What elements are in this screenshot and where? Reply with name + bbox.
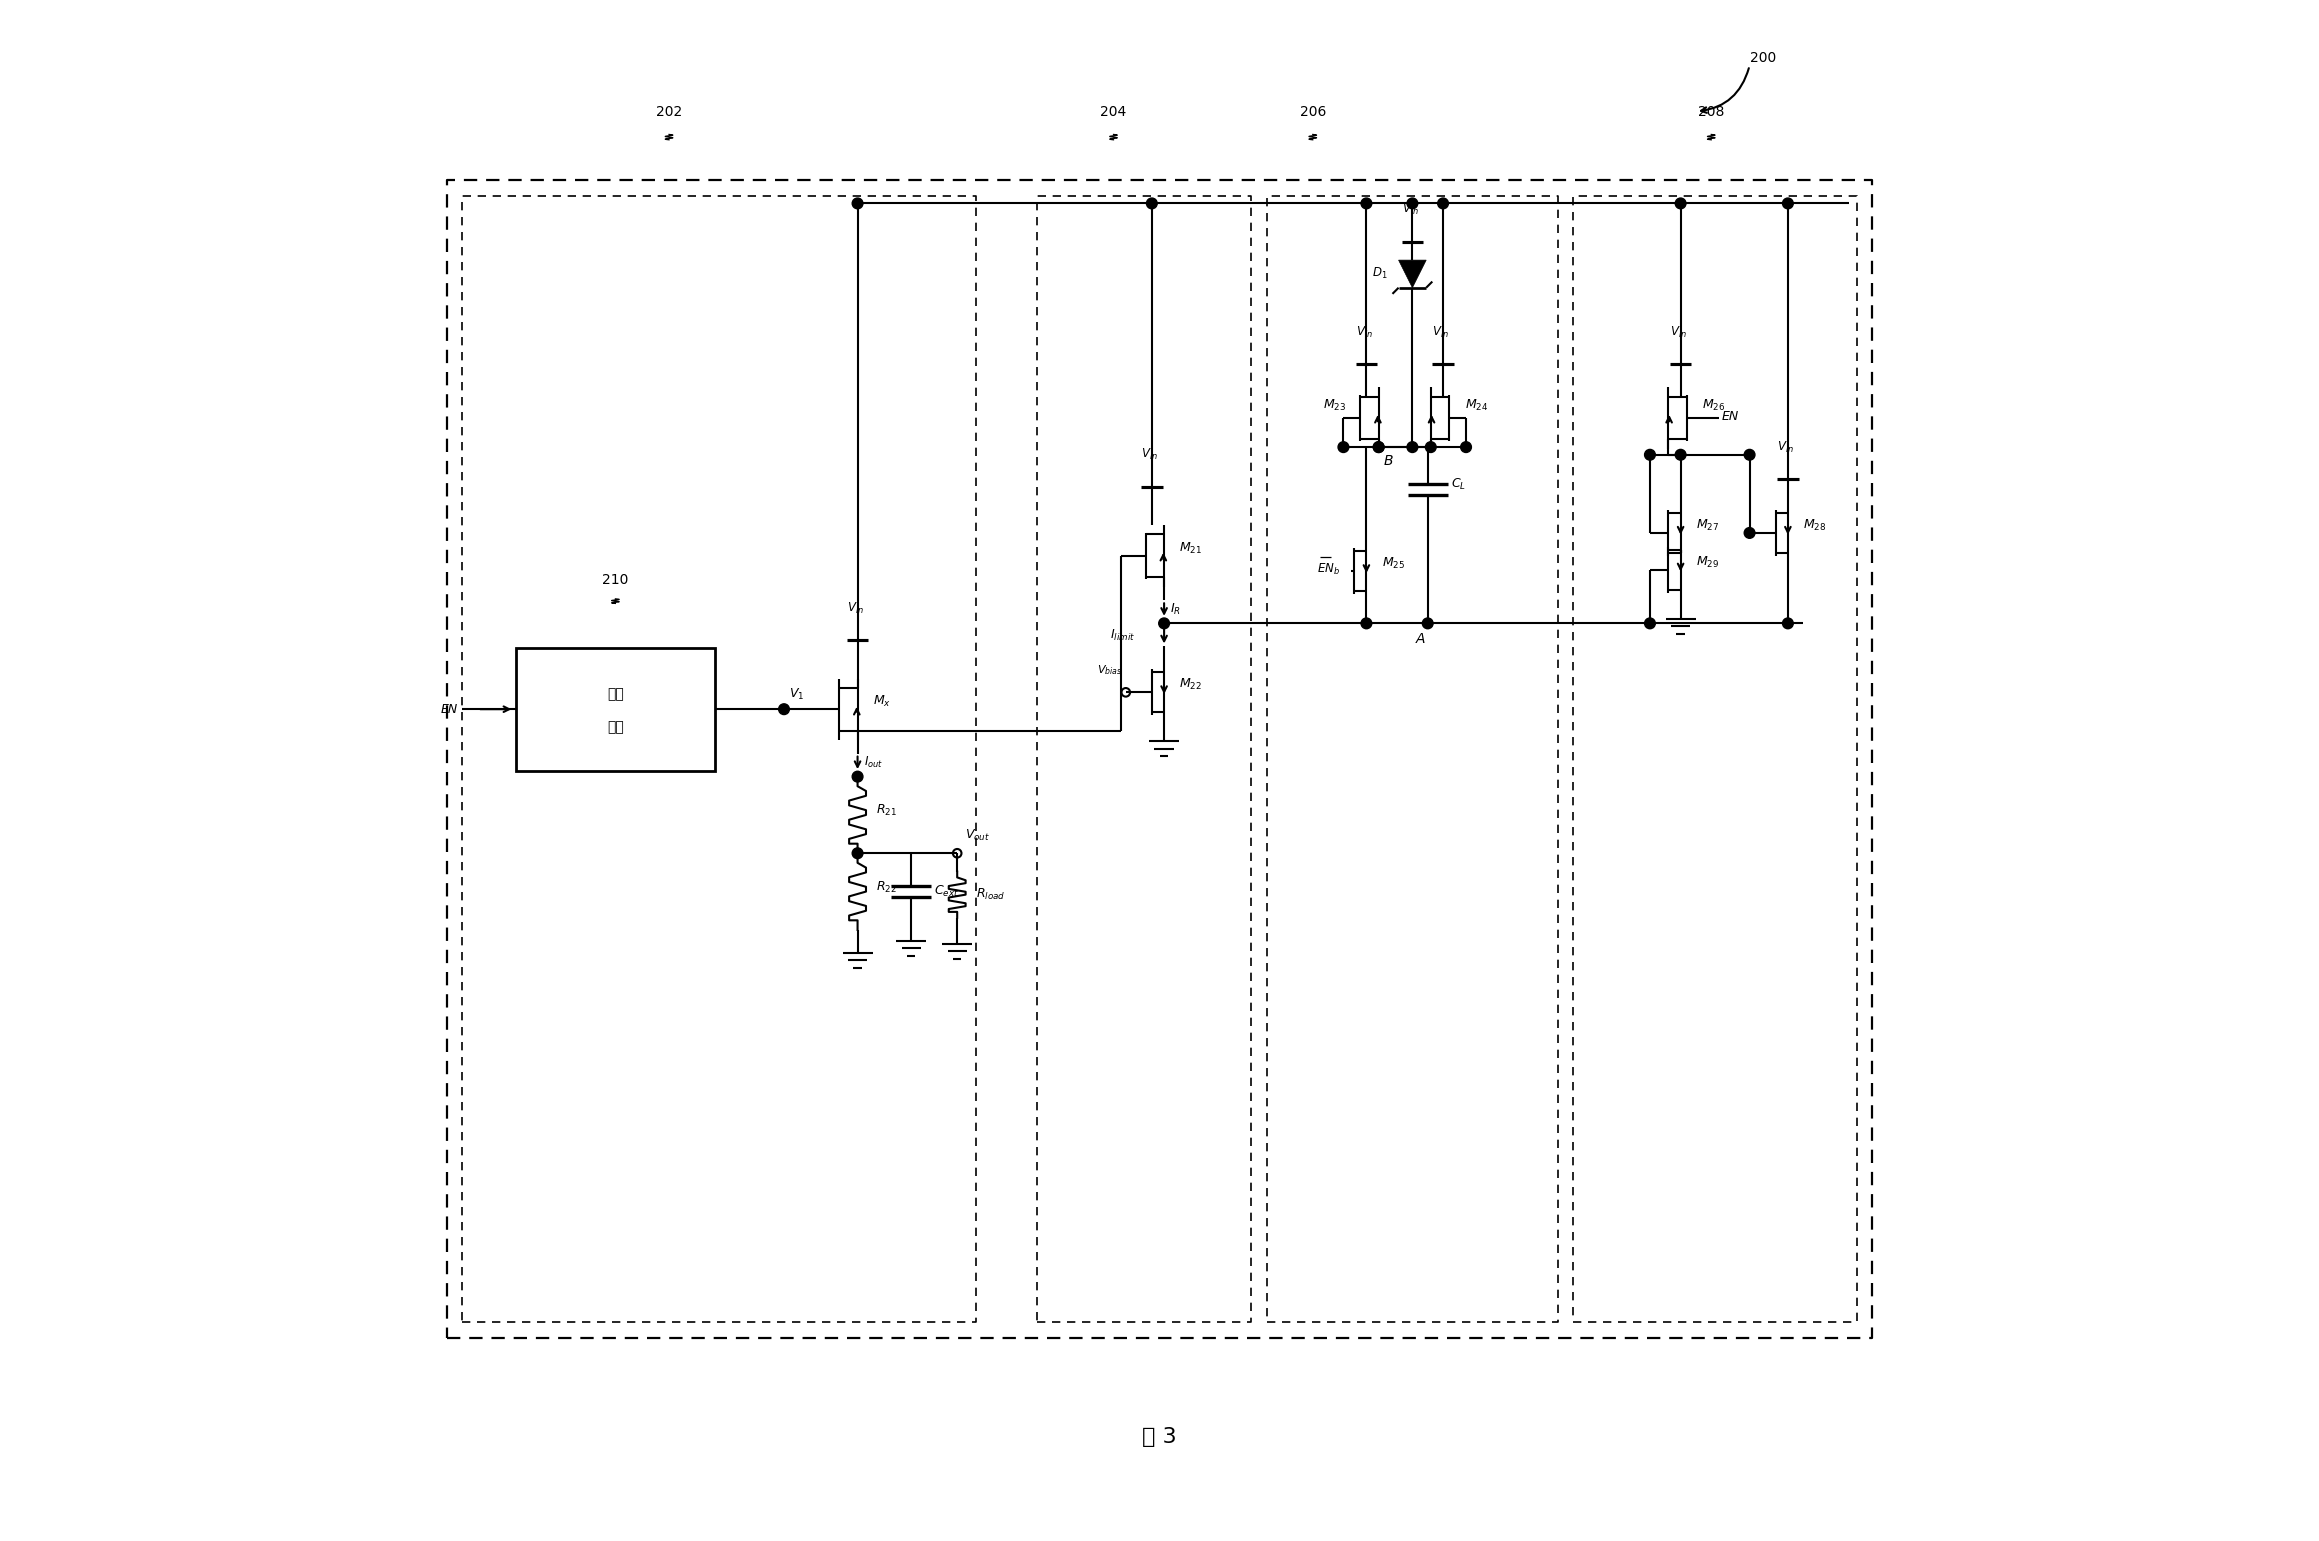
Text: $M_{24}$: $M_{24}$	[1466, 398, 1489, 413]
Text: $I_{limit}$: $I_{limit}$	[1111, 629, 1136, 643]
Circle shape	[1644, 618, 1656, 629]
Text: 图 3: 图 3	[1143, 1427, 1176, 1447]
Text: $C_{ext}$: $C_{ext}$	[935, 885, 960, 898]
Text: $R_{22}$: $R_{22}$	[877, 880, 897, 894]
Circle shape	[1338, 442, 1350, 453]
Text: $M_{29}$: $M_{29}$	[1695, 555, 1718, 570]
Text: $V_{in}$: $V_{in}$	[1357, 325, 1373, 341]
Circle shape	[1461, 442, 1470, 453]
Text: 202: 202	[656, 105, 682, 119]
Text: EN: EN	[441, 703, 457, 715]
Bar	[515, 647, 714, 770]
Circle shape	[851, 770, 863, 781]
Text: $V_{in}$: $V_{in}$	[1141, 447, 1157, 462]
Polygon shape	[1398, 260, 1426, 288]
Text: $V_1$: $V_1$	[788, 686, 805, 701]
Text: $M_{23}$: $M_{23}$	[1324, 398, 1347, 413]
Circle shape	[1438, 199, 1449, 208]
Text: $M_{25}$: $M_{25}$	[1382, 556, 1405, 572]
Circle shape	[1408, 199, 1417, 208]
Text: $V_{in}$: $V_{in}$	[1401, 202, 1419, 217]
Text: $R_{load}$: $R_{load}$	[976, 888, 1004, 901]
Text: $V_{in}$: $V_{in}$	[1776, 439, 1795, 455]
Text: 210: 210	[603, 573, 628, 587]
Text: $V_{in}$: $V_{in}$	[1670, 325, 1686, 341]
Text: $M_{21}$: $M_{21}$	[1180, 541, 1204, 556]
Circle shape	[1373, 442, 1384, 453]
Circle shape	[1426, 442, 1435, 453]
Circle shape	[1361, 199, 1373, 208]
Text: 206: 206	[1299, 105, 1326, 119]
Circle shape	[1373, 442, 1384, 453]
Circle shape	[1674, 199, 1686, 208]
Text: 204: 204	[1102, 105, 1127, 119]
Text: $R_{21}$: $R_{21}$	[877, 803, 897, 818]
Circle shape	[1644, 450, 1656, 461]
Circle shape	[1408, 442, 1417, 453]
Text: $V_{in}$: $V_{in}$	[846, 601, 863, 616]
Circle shape	[1146, 199, 1157, 208]
Text: EN: EN	[1723, 410, 1739, 422]
Circle shape	[1361, 618, 1373, 629]
Text: $V_{in}$: $V_{in}$	[1433, 325, 1449, 341]
Text: $M_{27}$: $M_{27}$	[1695, 518, 1718, 533]
Text: $I_{out}$: $I_{out}$	[863, 755, 884, 770]
Circle shape	[1674, 450, 1686, 461]
Text: $M_{26}$: $M_{26}$	[1702, 398, 1725, 413]
Text: $M_{22}$: $M_{22}$	[1180, 676, 1201, 692]
Text: A: A	[1415, 632, 1424, 646]
Text: 208: 208	[1698, 105, 1725, 119]
Circle shape	[1783, 618, 1793, 629]
Circle shape	[1744, 450, 1755, 461]
Circle shape	[851, 199, 863, 208]
Text: $V_{bias}$: $V_{bias}$	[1097, 663, 1122, 676]
Text: B: B	[1382, 455, 1394, 468]
Text: $EN_b$: $EN_b$	[1317, 562, 1340, 578]
Circle shape	[1744, 527, 1755, 538]
Text: $I_R$: $I_R$	[1171, 603, 1180, 616]
Circle shape	[1783, 199, 1793, 208]
Text: 200: 200	[1749, 51, 1776, 65]
Circle shape	[1160, 618, 1169, 629]
Text: $D_1$: $D_1$	[1373, 267, 1387, 282]
Circle shape	[851, 848, 863, 858]
Text: $V_{out}$: $V_{out}$	[965, 828, 990, 843]
Text: $M_x$: $M_x$	[872, 693, 890, 709]
Circle shape	[1422, 618, 1433, 629]
Text: 模块: 模块	[608, 721, 624, 735]
Text: 控制: 控制	[608, 687, 624, 701]
Text: $M_{28}$: $M_{28}$	[1804, 518, 1827, 533]
Text: $C_L$: $C_L$	[1452, 478, 1466, 492]
Circle shape	[779, 704, 788, 715]
